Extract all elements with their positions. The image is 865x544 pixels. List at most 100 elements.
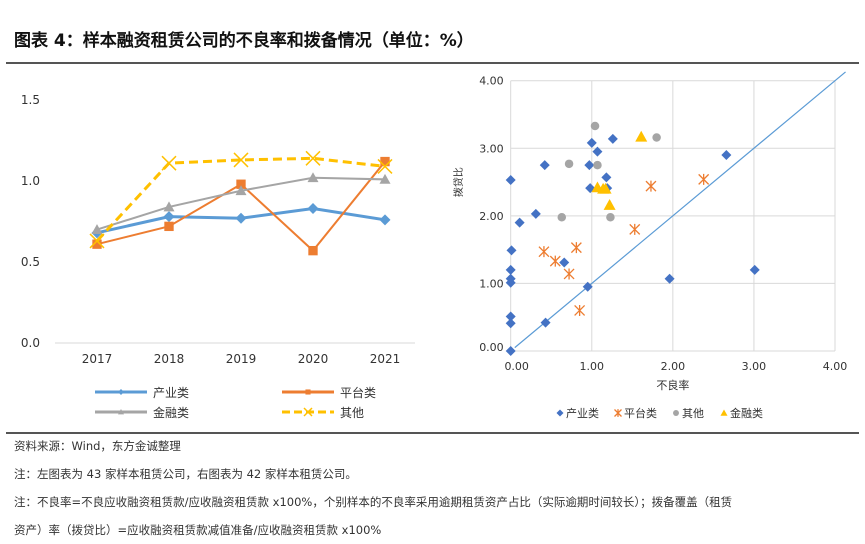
data-point <box>645 180 657 192</box>
data-point <box>721 150 732 161</box>
legend-label: 其他 <box>682 407 704 420</box>
y-tick-label: 1.5 <box>21 93 40 107</box>
legend-label: 金融类 <box>730 406 763 420</box>
note-definition-line2: 资产）率（拨贷比）=应收融资租赁款减值准备/应收融资租赁款 x100% <box>14 523 382 537</box>
legend-marker <box>673 410 679 416</box>
data-point <box>563 268 575 280</box>
data-point <box>506 245 517 256</box>
data-point <box>163 201 175 212</box>
data-point <box>505 175 516 186</box>
data-point <box>549 255 561 267</box>
data-point <box>92 239 102 249</box>
data-point <box>570 242 582 254</box>
data-point <box>379 214 391 226</box>
x-tick-label: 2017 <box>82 352 113 366</box>
data-point <box>514 217 525 228</box>
y-tick-label: 4.00 <box>479 75 504 88</box>
data-point <box>586 137 597 148</box>
data-point <box>601 172 612 183</box>
legend-marker <box>118 409 124 415</box>
data-point <box>593 160 602 170</box>
legend-label: 金融类 <box>153 405 189 420</box>
data-point <box>164 221 174 232</box>
legend-marker <box>720 409 728 416</box>
data-point <box>233 152 249 168</box>
data-point <box>540 317 551 328</box>
data-point <box>380 156 390 167</box>
data-point <box>603 199 616 210</box>
data-point <box>698 173 710 185</box>
data-point <box>559 257 570 268</box>
data-point <box>505 264 516 275</box>
title-divider <box>6 62 859 64</box>
legend-label: 其他 <box>340 406 364 420</box>
y-axis-label: 拨贷比 <box>452 167 465 197</box>
x-tick-label: 1.00 <box>580 360 605 373</box>
x-tick-label: 3.00 <box>742 360 767 373</box>
data-point <box>377 158 393 174</box>
footer-divider <box>6 432 859 434</box>
data-point <box>607 133 618 144</box>
legend-marker <box>118 389 124 395</box>
data-point <box>592 146 603 157</box>
data-point <box>635 130 648 142</box>
data-point <box>582 281 593 292</box>
legend-label: 平台类 <box>340 385 376 400</box>
data-point <box>564 159 574 169</box>
y-tick-label: 0.00 <box>479 341 504 354</box>
series-产业类: 产业类 <box>505 133 760 420</box>
data-point <box>235 212 247 224</box>
scatter-chart: 0.000.00 1.00 1.00 2.00 2.00 3.00 3.00 4.00 4.00… <box>452 71 848 420</box>
x-tick-label: 2021 <box>370 352 401 366</box>
legend-label: 产业类 <box>153 386 189 400</box>
legend-label: 产业类 <box>566 406 599 420</box>
legend-marker <box>303 407 313 417</box>
series-金融类: 金融类 <box>91 172 391 420</box>
data-point <box>749 264 760 275</box>
x-tick-label: 2019 <box>226 352 257 366</box>
data-point <box>505 311 516 322</box>
data-point <box>574 304 586 316</box>
data-point <box>89 233 105 249</box>
legend-label: 平台类 <box>624 406 657 420</box>
series-金融类: 金融类 <box>591 130 763 420</box>
series-产业类: 产业类 <box>91 203 391 400</box>
x-tick-label: 0.00 <box>504 360 529 373</box>
data-point <box>629 223 641 235</box>
note-sample: 注：左图表为 43 家样本租赁公司，右图表为 42 家样本租赁公司。 <box>14 467 357 481</box>
series-其他: 其他 <box>89 150 393 420</box>
y-tick-label: 1.00 <box>479 277 504 290</box>
data-point <box>505 318 516 329</box>
legend-marker <box>556 409 564 417</box>
y-tick-label: 0.5 <box>21 255 40 269</box>
series-line <box>95 156 386 242</box>
series-line <box>96 160 386 253</box>
line-chart: 0.0 0.5 1.0 1.5 2017 2018 2019 2020 2021 产业类 平台类金融… <box>21 93 415 420</box>
note-definition-line1: 注：不良率=不良应收融资租赁款/应收融资租赁款 x100%，个别样本的不良率采用… <box>14 495 733 509</box>
y-tick-label: 3.00 <box>479 142 504 155</box>
data-point <box>307 172 319 183</box>
data-point <box>599 182 612 194</box>
data-point <box>307 203 319 215</box>
data-point <box>606 212 615 222</box>
data-point <box>557 212 567 222</box>
x-tick-label: 4.00 <box>823 360 848 373</box>
data-point <box>236 179 246 189</box>
y-tick-label: 0.0 <box>21 336 40 350</box>
series-平台类: 平台类 <box>92 156 390 400</box>
data-point <box>161 155 177 171</box>
data-point <box>530 208 541 219</box>
data-point <box>379 173 391 184</box>
data-point <box>584 160 595 171</box>
data-point <box>505 273 516 284</box>
y-tick-label: 2.00 <box>479 210 504 223</box>
source-note: 资料来源：Wind，东方金诚整理 <box>14 439 181 453</box>
legend-marker <box>305 389 311 395</box>
data-point <box>590 121 600 131</box>
data-point <box>235 185 247 196</box>
data-point <box>163 211 175 223</box>
series-平台类: 平台类 <box>538 173 710 420</box>
figure-title: 图表 4：样本融资租赁公司的不良率和拨备情况（单位：%） <box>14 31 474 51</box>
reference-line-y-equals-x <box>514 71 846 349</box>
